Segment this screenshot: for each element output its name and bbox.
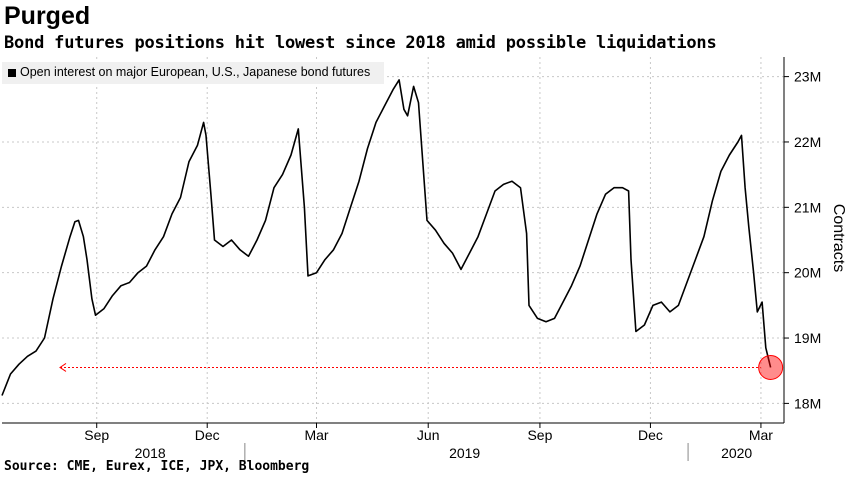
x-tick-label: Dec <box>638 427 663 443</box>
y-axis-title: Contracts <box>830 204 847 272</box>
y-tick-label: 18M <box>794 395 821 411</box>
series-layer <box>1 79 772 396</box>
legend <box>2 62 384 84</box>
legend-label: Open interest on major European, U.S., J… <box>20 65 371 79</box>
x-year-label: 2018 <box>135 445 166 461</box>
y-tick-label: 19M <box>794 330 821 346</box>
series-line <box>1 79 772 396</box>
x-tick-label: Sep <box>527 427 552 443</box>
axes: 18M 19M 20M 21M 22M 23M Sep Dec Mar Jun Sep Dec Mar 2… <box>2 57 847 461</box>
y-tick-label: 22M <box>794 134 821 150</box>
y-tick-label: 20M <box>794 265 821 281</box>
y-tick-label: 23M <box>794 69 821 85</box>
chart-subtitle: Bond futures positions hit lowest since … <box>4 33 717 53</box>
x-tick-label: Mar <box>304 427 328 443</box>
x-tick-label: Mar <box>749 427 773 443</box>
y-tick-label: 21M <box>794 199 821 215</box>
highlight-arrowhead <box>59 363 67 372</box>
gridlines <box>2 57 784 423</box>
x-tick-label: Jun <box>417 427 440 443</box>
highlight-layer <box>59 354 784 380</box>
chart-title: Purged <box>4 2 91 30</box>
source-note: Source: CME, Eurex, ICE, JPX, Bloomberg <box>4 459 310 474</box>
highlight-circle <box>758 354 784 380</box>
x-tick-label: Sep <box>84 427 109 443</box>
x-year-label: 2020 <box>721 445 752 461</box>
x-tick-label: Dec <box>195 427 220 443</box>
legend-swatch <box>8 69 16 77</box>
x-year-label: 2019 <box>449 445 480 461</box>
